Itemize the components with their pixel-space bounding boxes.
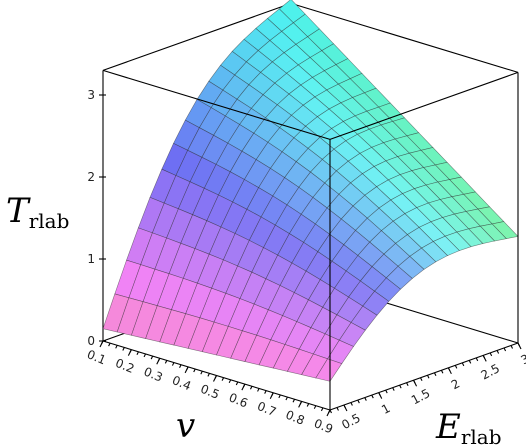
minor-tick-mark	[221, 377, 225, 381]
minor-tick-mark	[371, 394, 374, 399]
minor-tick-mark	[278, 394, 281, 399]
minor-tick-mark	[320, 407, 324, 412]
E-tick-label: 2	[449, 376, 462, 392]
minor-tick-mark	[313, 405, 317, 409]
minor-tick-mark	[292, 398, 296, 403]
minor-tick-mark	[399, 384, 402, 389]
v-tick-label: 0.7	[255, 399, 278, 419]
minor-tick-mark	[350, 402, 353, 406]
minor-tick-mark	[392, 387, 395, 391]
surface	[102, 0, 519, 382]
minor-tick-mark	[406, 382, 409, 386]
minor-tick-mark	[171, 362, 175, 366]
minor-tick-mark	[378, 392, 381, 396]
minor-tick-mark	[447, 367, 451, 372]
frame-edge	[329, 71, 519, 140]
minor-tick-mark	[101, 340, 104, 345]
minor-tick-mark	[214, 375, 217, 379]
surface-patch	[315, 358, 343, 382]
minor-tick-mark	[108, 342, 111, 347]
minor-tick-mark	[336, 407, 339, 411]
minor-tick-mark	[364, 397, 367, 401]
minor-tick-mark	[143, 353, 147, 358]
minor-tick-mark	[433, 372, 437, 377]
E-tick-label: 1.5	[409, 386, 432, 407]
E-tick-label: 3	[518, 351, 526, 367]
minor-tick-mark	[242, 383, 246, 388]
frame-edge	[290, 2, 519, 73]
minor-tick-mark	[164, 360, 168, 364]
v-tick-label: 0.8	[284, 408, 307, 428]
minor-tick-mark	[420, 377, 423, 381]
minor-tick-mark	[475, 357, 479, 362]
minor-tick-mark	[115, 345, 118, 349]
minor-tick-mark	[249, 386, 253, 390]
v-tick-label: 0.5	[199, 382, 222, 402]
minor-tick-mark	[193, 368, 196, 373]
minor-tick-mark	[357, 399, 360, 404]
minor-tick-mark	[235, 381, 239, 386]
E-tick-label: 2.5	[479, 361, 502, 382]
x-axis-label: v	[176, 406, 195, 446]
minor-tick-mark	[385, 389, 388, 394]
minor-tick-mark	[510, 345, 514, 349]
minor-tick-mark	[329, 409, 332, 414]
minor-tick-mark	[179, 364, 182, 368]
y-axis-label: Erlab	[435, 407, 502, 447]
minor-tick-mark	[454, 365, 458, 369]
minor-tick-mark	[343, 404, 346, 409]
minor-tick-mark	[489, 352, 493, 357]
minor-tick-mark	[440, 370, 444, 374]
minor-tick-mark	[150, 355, 154, 360]
minor-tick-mark	[482, 355, 486, 359]
minor-tick-mark	[257, 388, 260, 392]
v-tick-label: 0.9	[312, 416, 335, 436]
minor-tick-mark	[299, 401, 303, 405]
minor-tick-mark	[207, 373, 210, 377]
v-tick-label: 0.2	[113, 356, 136, 376]
minor-tick-mark	[264, 390, 267, 394]
z-tick-label: 2	[87, 170, 95, 184]
minor-tick-mark	[426, 375, 430, 379]
E-tick-label: 1	[379, 401, 392, 417]
frame-edge	[329, 342, 519, 411]
minor-tick-mark	[271, 392, 274, 396]
minor-tick-mark	[461, 362, 465, 367]
z-axis-label: Trlab	[6, 191, 69, 233]
frame-edge	[102, 2, 292, 71]
v-tick-label: 0.4	[170, 373, 193, 393]
minor-tick-mark	[306, 403, 310, 407]
z-tick-label: 0	[87, 334, 95, 348]
minor-tick-mark	[129, 349, 132, 353]
minor-tick-mark	[136, 351, 139, 356]
E-tick-label: 0.5	[339, 411, 362, 432]
minor-tick-mark	[468, 360, 472, 364]
minor-tick-mark	[157, 358, 161, 362]
z-tick-label: 1	[87, 252, 95, 266]
minor-tick-mark	[200, 370, 203, 375]
v-tick-label: 0.1	[85, 347, 108, 367]
minor-tick-mark	[413, 379, 416, 384]
frame-edge	[102, 69, 331, 140]
v-tick-label: 0.3	[142, 364, 165, 384]
minor-tick-mark	[517, 342, 520, 347]
minor-tick-mark	[496, 350, 500, 354]
v-tick-label: 0.6	[227, 390, 250, 410]
minor-tick-mark	[503, 347, 507, 352]
z-tick-label: 3	[87, 88, 95, 102]
minor-tick-mark	[285, 396, 288, 401]
minor-tick-mark	[186, 366, 189, 371]
minor-tick-mark	[228, 379, 232, 384]
minor-tick-mark	[122, 347, 125, 351]
